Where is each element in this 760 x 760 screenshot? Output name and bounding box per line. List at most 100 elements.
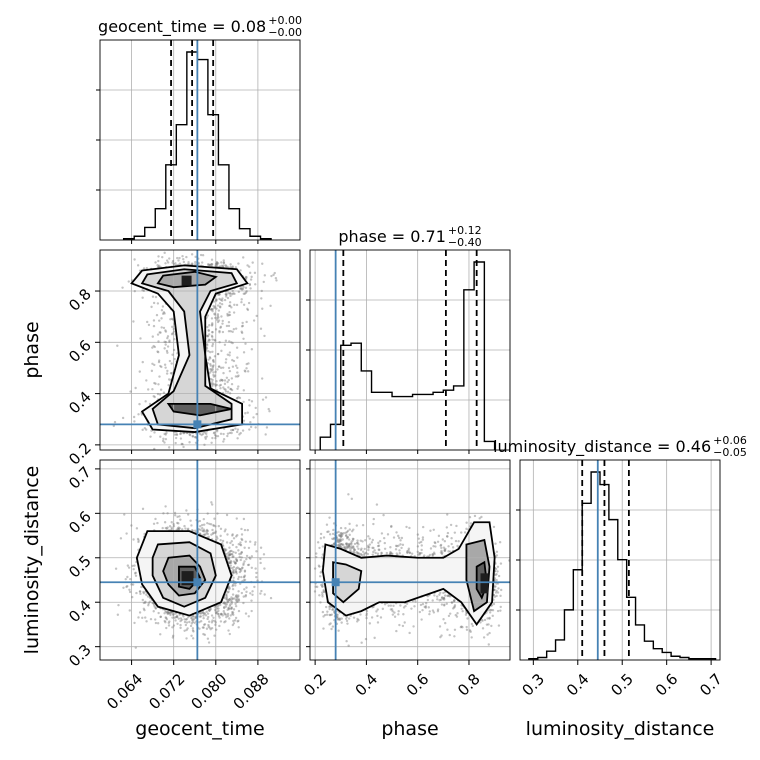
sample-point xyxy=(417,537,420,540)
sample-point xyxy=(237,396,240,399)
sample-point xyxy=(182,615,185,618)
sample-point xyxy=(226,601,230,604)
sample-point xyxy=(227,556,231,560)
panel-phase-vs-geocent_time-frame xyxy=(99,249,301,451)
sample-point xyxy=(185,509,188,512)
sample-point xyxy=(246,411,249,414)
sample-point xyxy=(214,384,217,387)
sample-point xyxy=(226,353,230,356)
sample-point xyxy=(206,617,209,621)
sample-point xyxy=(465,625,468,629)
sample-point xyxy=(494,591,498,594)
sample-point xyxy=(253,585,256,589)
sample-point xyxy=(443,603,446,606)
sample-point xyxy=(470,622,474,626)
sample-point xyxy=(191,614,195,618)
sample-point xyxy=(163,612,166,615)
sample-point xyxy=(479,621,482,624)
sample-point xyxy=(236,597,239,600)
sample-point xyxy=(405,602,409,605)
sample-point xyxy=(237,575,241,579)
sample-point xyxy=(275,279,278,282)
sample-point xyxy=(252,416,255,419)
sample-point xyxy=(171,259,175,263)
sample-point xyxy=(214,531,217,535)
sample-point xyxy=(249,592,252,595)
sample-point xyxy=(228,553,232,556)
sample-point xyxy=(402,613,405,616)
sample-point xyxy=(431,609,435,612)
sample-point xyxy=(230,549,233,553)
sample-point xyxy=(389,608,393,611)
sample-point xyxy=(210,533,213,536)
sample-point xyxy=(225,603,228,606)
sample-point xyxy=(234,375,238,378)
sample-point xyxy=(203,612,206,615)
sample-point xyxy=(215,605,218,608)
sample-point xyxy=(267,407,270,411)
sample-point xyxy=(391,552,394,556)
sample-point xyxy=(320,583,323,587)
sample-point xyxy=(210,368,213,371)
sample-point xyxy=(214,623,217,627)
sample-point xyxy=(225,376,229,379)
sample-point xyxy=(208,338,211,342)
sample-point xyxy=(212,431,216,435)
sample-point xyxy=(213,306,216,310)
sample-point xyxy=(243,560,246,563)
sample-point xyxy=(185,621,189,624)
sample-point xyxy=(407,547,411,550)
sample-point xyxy=(230,596,233,599)
sample-point xyxy=(238,396,242,400)
sample-point xyxy=(240,301,243,304)
sample-point xyxy=(192,615,195,618)
sample-point xyxy=(230,600,234,603)
sample-point xyxy=(225,615,228,619)
sample-point xyxy=(219,383,223,387)
sample-point xyxy=(134,574,138,577)
sample-point xyxy=(159,615,163,618)
sample-point xyxy=(362,553,366,556)
sample-point xyxy=(347,543,350,546)
sample-point xyxy=(418,610,422,614)
sample-point xyxy=(146,320,149,324)
sample-point xyxy=(171,634,175,638)
sample-point xyxy=(242,601,245,605)
sample-point xyxy=(355,620,359,623)
sample-point xyxy=(250,609,253,613)
sample-point xyxy=(145,379,148,382)
sample-point xyxy=(496,565,500,568)
sample-point xyxy=(329,622,332,625)
sample-point xyxy=(205,610,208,613)
sample-point xyxy=(431,553,434,556)
sample-point xyxy=(236,387,239,390)
title-minus: −0.00 xyxy=(268,26,302,39)
sample-point xyxy=(234,266,238,269)
sample-point xyxy=(443,549,446,552)
sample-point xyxy=(376,614,379,618)
sample-point xyxy=(165,626,168,630)
sample-point xyxy=(182,260,186,264)
sample-point xyxy=(440,596,444,599)
sample-point xyxy=(249,540,252,543)
sample-point xyxy=(494,542,497,545)
sample-point xyxy=(460,607,463,610)
sample-point xyxy=(319,601,322,604)
sample-point xyxy=(243,569,247,572)
sample-point xyxy=(491,614,494,618)
sample-point xyxy=(141,288,144,292)
sample-point xyxy=(227,557,230,560)
y-tick-label: 0.7 xyxy=(65,463,95,493)
sample-point xyxy=(232,576,235,579)
sample-point xyxy=(179,617,183,620)
sample-point xyxy=(205,529,208,533)
sample-point xyxy=(367,535,370,538)
sample-point xyxy=(174,615,178,619)
sample-point xyxy=(170,521,173,524)
sample-point xyxy=(166,611,169,614)
sample-point xyxy=(150,305,153,309)
sample-point xyxy=(353,548,356,551)
sample-point xyxy=(416,533,420,536)
sample-point xyxy=(331,625,335,628)
sample-point xyxy=(226,612,230,616)
